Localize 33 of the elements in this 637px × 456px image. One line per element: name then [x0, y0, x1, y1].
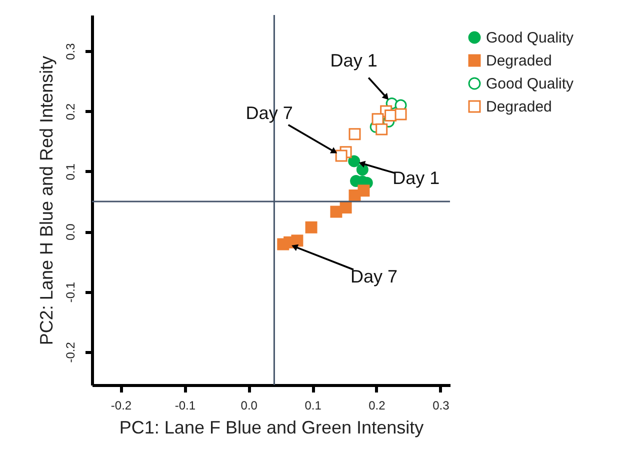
x-tick-label: -0.1 [174, 398, 196, 412]
y-tick-label: 0.0 [64, 223, 78, 240]
x-tick-label: -0.2 [110, 398, 132, 412]
x-axis-title: PC1: Lane F Blue and Green Intensity [119, 418, 424, 438]
x-tick-label: 0.0 [240, 398, 258, 412]
y-tick-label: 0.3 [64, 42, 78, 60]
legend-label: Good Quality [486, 76, 574, 92]
point [356, 164, 368, 176]
point [348, 128, 361, 140]
point [335, 150, 348, 162]
legend-label: Good Quality [486, 30, 574, 46]
point [394, 108, 407, 120]
legend-label: Degraded [486, 52, 552, 70]
point [348, 189, 361, 202]
y-tick-label: -0.2 [64, 342, 78, 363]
point [305, 221, 318, 234]
point [384, 109, 397, 122]
x-tick-label: 0.1 [304, 398, 322, 412]
y-tick-label: 0.2 [64, 103, 78, 120]
point [376, 123, 388, 136]
annotation: Day 7 [350, 266, 398, 287]
point [348, 155, 360, 168]
y-axis-title: PC2: Lane H Blue and Red Intensity [36, 56, 56, 346]
annotation: Day 1 [392, 168, 440, 188]
point [330, 206, 342, 218]
point [372, 113, 384, 126]
annotation: Day 1 [330, 50, 378, 70]
x-tick-label: 0.3 [432, 398, 450, 412]
point [277, 238, 290, 250]
x-tick-label: 0.2 [368, 398, 386, 412]
y-tick-label: -0.1 [64, 282, 78, 303]
legend-label: Degraded [486, 98, 552, 116]
y-tick-label: 0.1 [64, 163, 78, 180]
